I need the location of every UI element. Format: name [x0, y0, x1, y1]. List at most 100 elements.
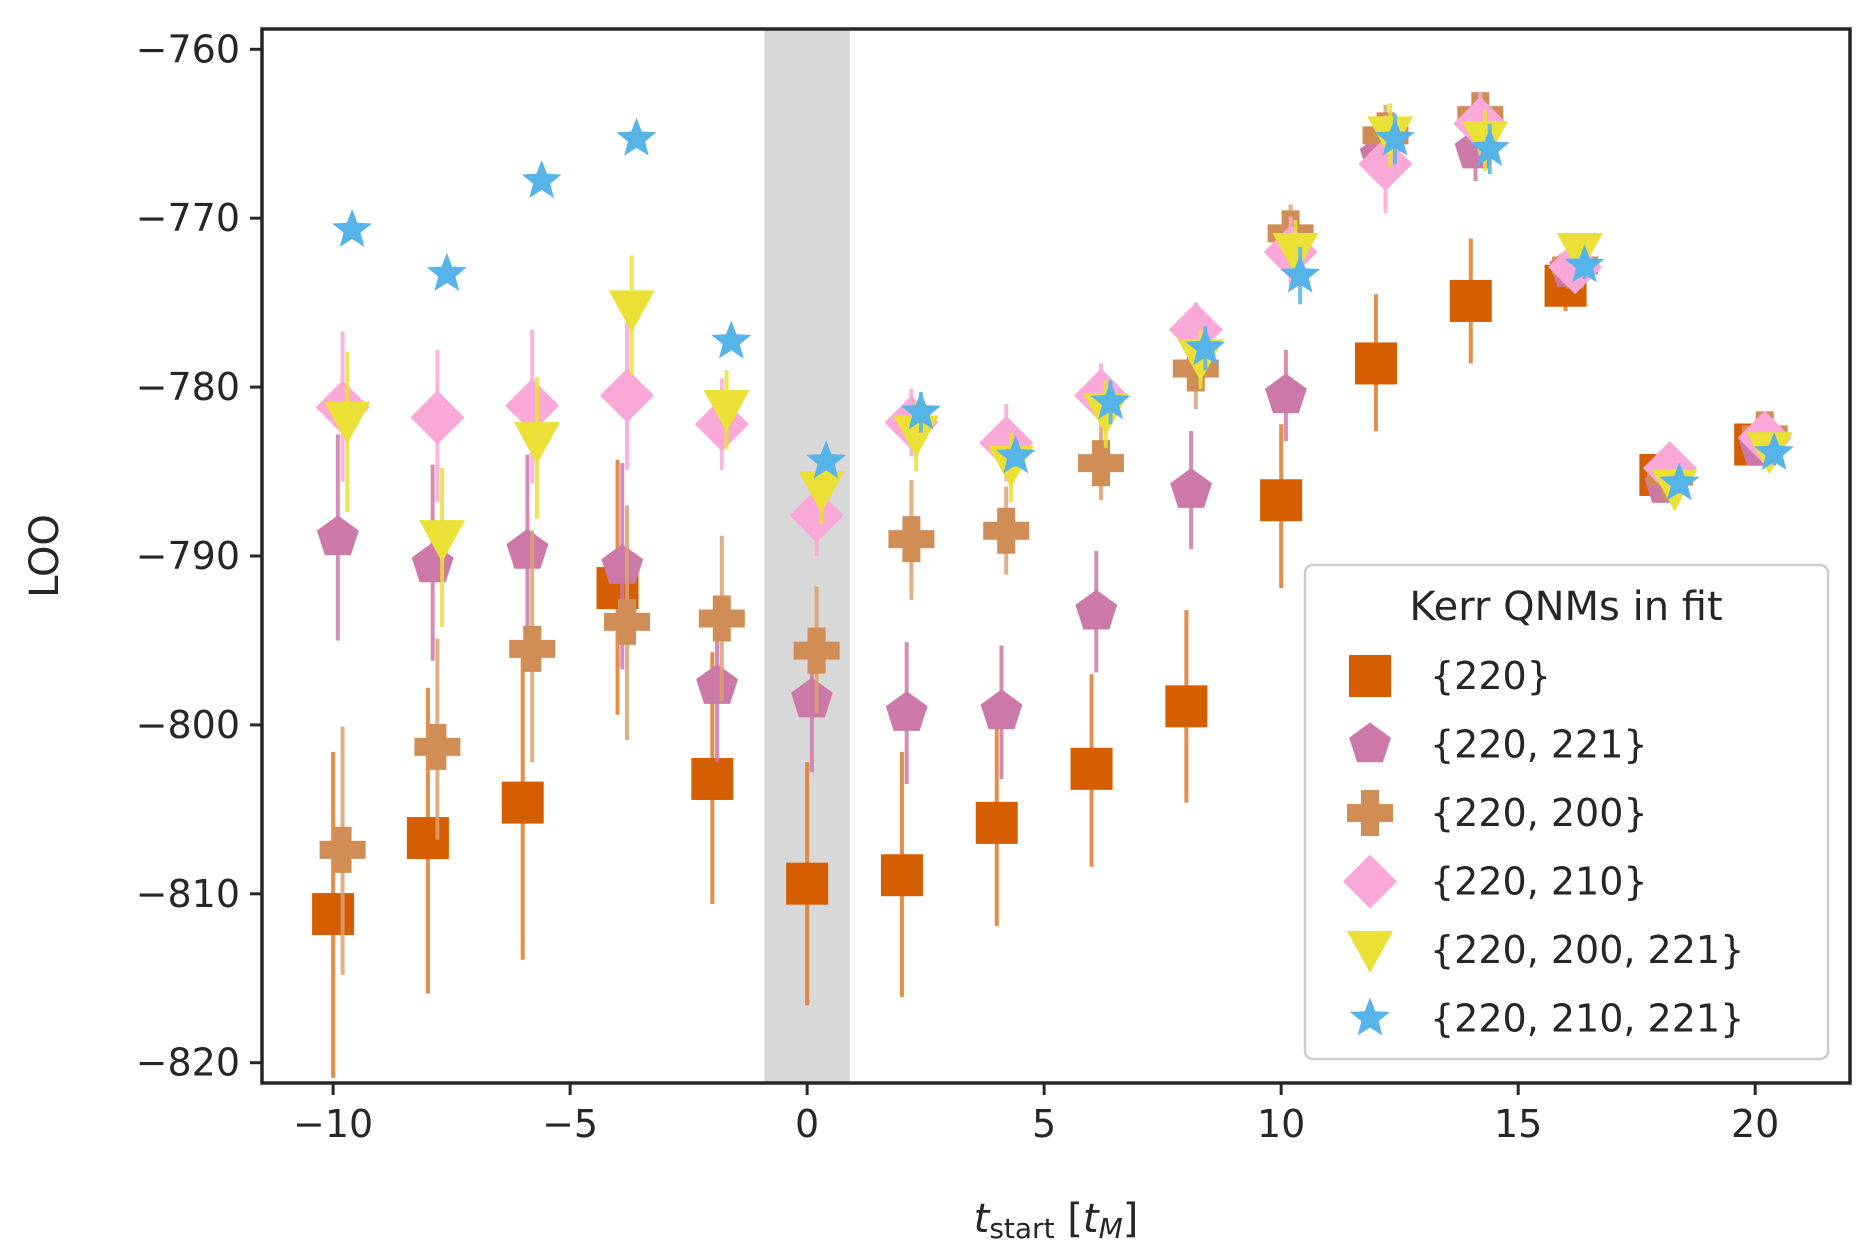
data-point [319, 826, 366, 873]
data-point [793, 627, 840, 674]
data-point [798, 471, 845, 514]
data-point [509, 625, 556, 672]
data-point [1754, 432, 1795, 470]
legend-entry: {220, 210} [1343, 854, 1648, 909]
data-point [1556, 232, 1603, 275]
legend-label: {220} [1430, 654, 1551, 698]
legend-label: {220, 210} [1430, 860, 1648, 904]
legend-marker [1347, 790, 1393, 836]
data-point [604, 598, 650, 645]
y-tick-label: −770 [136, 196, 240, 240]
data-point [711, 320, 752, 359]
legend-label: {220, 200, 221} [1430, 928, 1744, 972]
legend-label: {220, 200} [1430, 791, 1648, 835]
axes: −10 −5 0 5 10 15 20 −820 −810 −800 −790 −780 −770 −76… [136, 27, 1780, 1146]
data-point [1260, 479, 1303, 522]
legend-entry: {220, 200, 221} [1347, 928, 1744, 973]
x-tick-label: 5 [1032, 1102, 1056, 1146]
data-point [1354, 342, 1397, 385]
data-point [312, 893, 355, 936]
legend-box [1303, 563, 1830, 1061]
data-point [888, 516, 935, 563]
x-tick-label: −10 [293, 1102, 373, 1146]
data-point [791, 677, 833, 718]
data-point [521, 160, 562, 198]
legend-entry: {220, 200} [1347, 790, 1648, 836]
data-point [698, 595, 745, 642]
x-tick-label: −5 [542, 1102, 598, 1146]
data-point [1449, 279, 1492, 322]
data-point [1272, 232, 1319, 275]
x-tick-label: 20 [1731, 1102, 1779, 1146]
data-point [501, 781, 544, 824]
x-tick-label: 15 [1494, 1102, 1542, 1146]
y-tick-label: −780 [136, 365, 240, 409]
data-point [1070, 747, 1113, 790]
legend-entry: {220, 210, 221} [1350, 997, 1744, 1041]
data-point [406, 817, 449, 860]
data-point [806, 440, 847, 479]
y-tick-label: −800 [136, 703, 240, 747]
data-point [1185, 327, 1226, 366]
legend-marker [1349, 722, 1391, 763]
x-tick-label: 10 [1257, 1102, 1305, 1146]
data-point [893, 415, 940, 458]
data-point [691, 757, 734, 800]
legend-title: Kerr QNMs in fit [1409, 584, 1722, 630]
data-point [506, 528, 549, 569]
data-point [1075, 589, 1118, 630]
data-point [1375, 117, 1415, 156]
x-axis-label: tstart [tM] [974, 1196, 1139, 1245]
legend-marker [1343, 854, 1397, 909]
series-0 [312, 238, 1777, 1078]
data-point [696, 664, 738, 704]
y-tick-label: −760 [136, 27, 240, 71]
data-point [505, 378, 560, 433]
data-point [1280, 254, 1321, 293]
data-point [1170, 468, 1212, 508]
y-tick-label: −810 [136, 872, 240, 916]
data-marks [312, 91, 1795, 1078]
data-point [316, 515, 359, 556]
data-point [1358, 137, 1413, 192]
legend-marker [1350, 997, 1390, 1036]
data-point [995, 435, 1036, 474]
legend: Kerr QNMs in fit {220} {220, 221} {220, 20… [1303, 563, 1830, 1061]
data-point [703, 390, 750, 433]
legend-marker [1349, 655, 1391, 697]
data-point [1469, 127, 1510, 166]
data-point [600, 368, 655, 423]
data-point [885, 691, 928, 731]
data-point [1090, 381, 1131, 420]
legend-marker [1347, 931, 1393, 973]
data-point [324, 401, 371, 444]
data-point [513, 422, 560, 465]
data-point [332, 209, 372, 247]
legend-label: {220, 210, 221} [1430, 997, 1744, 1041]
data-point [1165, 685, 1208, 728]
data-point [900, 391, 941, 430]
legend-label: {220, 221} [1430, 723, 1648, 767]
y-tick-label: −790 [136, 534, 240, 578]
y-axis-label: LOO [22, 514, 68, 598]
x-tick-label: 0 [795, 1102, 819, 1146]
data-point [786, 862, 829, 905]
data-point [410, 390, 465, 445]
data-point [983, 507, 1030, 554]
data-point [880, 854, 923, 897]
data-point [1564, 244, 1605, 283]
data-point [426, 252, 467, 291]
series-5 [332, 113, 1795, 501]
data-point [608, 290, 655, 333]
data-point [975, 801, 1018, 844]
data-point [419, 520, 466, 563]
data-point [1078, 440, 1124, 487]
data-point [601, 544, 644, 584]
data-point [616, 117, 657, 156]
legend-entry: {220, 221} [1349, 722, 1648, 767]
y-tick-label: −820 [136, 1041, 240, 1085]
data-point [414, 723, 461, 770]
data-point [1265, 373, 1307, 414]
data-point [980, 689, 1023, 730]
